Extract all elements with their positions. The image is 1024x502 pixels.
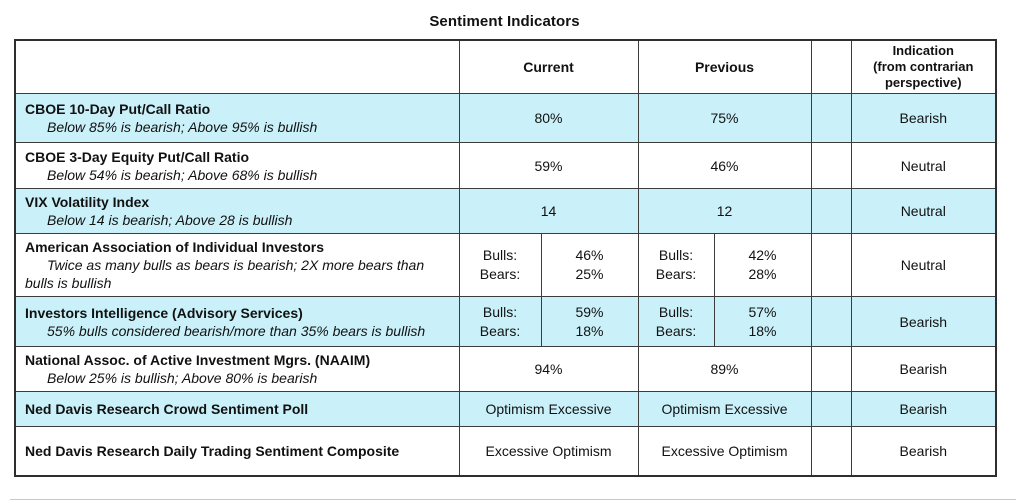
bears-label: Bears: bbox=[655, 266, 697, 282]
indicator-name-cell: Ned Davis Research Daily Trading Sentime… bbox=[14, 426, 460, 476]
previous-bulls-value: 57% bbox=[748, 303, 777, 320]
indicator-name-cell: CBOE 10-Day Put/Call Ratio Below 85% is … bbox=[14, 93, 460, 143]
indicator-name: National Assoc. of Active Investment Mgr… bbox=[25, 352, 371, 368]
indicator-name: American Association of Individual Inves… bbox=[25, 239, 324, 255]
indication-value: Bearish bbox=[850, 93, 997, 143]
previous-value: 46% bbox=[637, 142, 812, 189]
spacer-cell bbox=[810, 346, 852, 392]
current-bulls-value: 46% bbox=[575, 247, 604, 263]
header-indication-line3: perspective) bbox=[884, 75, 962, 90]
spacer-cell bbox=[810, 426, 852, 476]
previous-value: Optimism Excessive bbox=[637, 391, 812, 427]
indicator-name: Investors Intelligence (Advisory Service… bbox=[25, 304, 303, 321]
indicator-name-cell: Investors Intelligence (Advisory Service… bbox=[14, 296, 460, 347]
header-indication: Indication (from contrarian perspective) bbox=[850, 39, 997, 94]
previous-value: 89% bbox=[637, 346, 812, 392]
table-row-investors-intelligence: Investors Intelligence (Advisory Service… bbox=[14, 296, 997, 347]
previous-value: 12 bbox=[637, 188, 812, 234]
current-value: Optimism Excessive bbox=[458, 391, 639, 427]
current-value: 80% bbox=[458, 93, 639, 143]
current-value: 14 bbox=[458, 188, 639, 234]
previous-bulls-bears-labels: Bulls: Bears: bbox=[637, 233, 715, 297]
indicator-name-cell: National Assoc. of Active Investment Mgr… bbox=[14, 346, 460, 392]
table-row-ndr-crowd-sentiment: Ned Davis Research Crowd Sentiment Poll … bbox=[14, 391, 997, 427]
spacer-cell bbox=[810, 296, 852, 347]
indicator-description: Below 54% is bearish; Above 68% is bulli… bbox=[47, 166, 318, 183]
bulls-label: Bulls: bbox=[658, 247, 694, 263]
spacer-cell bbox=[810, 391, 852, 427]
indicator-name-cell: Ned Davis Research Crowd Sentiment Poll bbox=[14, 391, 460, 427]
bulls-label: Bulls: bbox=[482, 303, 518, 320]
spacer-cell bbox=[810, 188, 852, 234]
header-blank-cell bbox=[14, 39, 460, 94]
table-row-cboe-10day: CBOE 10-Day Put/Call Ratio Below 85% is … bbox=[14, 93, 997, 143]
current-bulls-bears-values: 59% 18% bbox=[540, 296, 639, 347]
previous-value: 75% bbox=[637, 93, 812, 143]
indication-value: Bearish bbox=[850, 426, 997, 476]
sentiment-indicators-table: Current Previous Indication (from contra… bbox=[14, 39, 998, 477]
indication-value: Bearish bbox=[850, 346, 997, 392]
indicator-name: VIX Volatility Index bbox=[25, 194, 150, 210]
indication-value: Bearish bbox=[850, 296, 997, 347]
table-row-cboe-3day: CBOE 3-Day Equity Put/Call Ratio Below 5… bbox=[14, 142, 997, 189]
header-previous: Previous bbox=[637, 39, 812, 94]
indicator-description: Below 85% is bearish; Above 95% is bulli… bbox=[47, 119, 318, 135]
current-value: 59% bbox=[458, 142, 639, 189]
indicator-name-cell: VIX Volatility Index Below 14 is bearish… bbox=[14, 188, 460, 234]
indicator-name-cell: CBOE 3-Day Equity Put/Call Ratio Below 5… bbox=[14, 142, 460, 189]
bulls-label: Bulls: bbox=[482, 247, 518, 263]
indicator-description: 55% bulls considered bearish/more than 3… bbox=[47, 322, 426, 339]
header-indication-line1: Indication bbox=[892, 43, 954, 58]
bears-label: Bears: bbox=[479, 322, 521, 339]
header-spacer-cell bbox=[810, 39, 852, 94]
indicator-name: CBOE 3-Day Equity Put/Call Ratio bbox=[25, 148, 250, 165]
table-row-naaim: National Assoc. of Active Investment Mgr… bbox=[14, 346, 997, 392]
bears-label: Bears: bbox=[479, 266, 521, 282]
table-row-vix: VIX Volatility Index Below 14 is bearish… bbox=[14, 188, 997, 234]
previous-bears-value: 18% bbox=[748, 322, 777, 339]
indicator-name: Ned Davis Research Daily Trading Sentime… bbox=[25, 442, 400, 459]
previous-bulls-bears-labels: Bulls: Bears: bbox=[637, 296, 715, 347]
indicator-description: Below 14 is bearish; Above 28 is bullish bbox=[47, 212, 293, 228]
indication-value: Neutral bbox=[850, 233, 997, 297]
bottom-divider bbox=[10, 499, 1016, 500]
table-row-aaii: American Association of Individual Inves… bbox=[14, 233, 997, 297]
previous-value: Excessive Optimism bbox=[637, 426, 812, 476]
previous-bulls-value: 42% bbox=[748, 247, 777, 263]
table-row-ndr-daily-trading: Ned Davis Research Daily Trading Sentime… bbox=[14, 426, 997, 476]
current-bulls-bears-values: 46% 25% bbox=[540, 233, 639, 297]
bears-label: Bears: bbox=[655, 322, 697, 339]
indication-value: Neutral bbox=[850, 142, 997, 189]
current-value: 94% bbox=[458, 346, 639, 392]
current-bulls-value: 59% bbox=[575, 303, 604, 320]
current-bears-value: 25% bbox=[575, 266, 604, 282]
header-row: Current Previous Indication (from contra… bbox=[14, 39, 997, 94]
page-title: Sentiment Indicators bbox=[429, 13, 580, 30]
indicator-name-cell: American Association of Individual Inves… bbox=[14, 233, 460, 297]
previous-bulls-bears-values: 42% 28% bbox=[713, 233, 812, 297]
current-bulls-bears-labels: Bulls: Bears: bbox=[458, 233, 542, 297]
spacer-cell bbox=[810, 233, 852, 297]
indicator-description: Below 25% is bullish; Above 80% is beari… bbox=[47, 370, 318, 386]
current-value: Excessive Optimism bbox=[458, 426, 639, 476]
indicator-description: Twice as many bulls as bears is bearish;… bbox=[25, 257, 425, 291]
spacer-cell bbox=[810, 93, 852, 143]
current-bears-value: 18% bbox=[575, 322, 604, 339]
indication-value: Neutral bbox=[850, 188, 997, 234]
previous-bears-value: 28% bbox=[748, 266, 777, 282]
indication-value: Bearish bbox=[850, 391, 997, 427]
spacer-cell bbox=[810, 142, 852, 189]
indicator-name: CBOE 10-Day Put/Call Ratio bbox=[25, 101, 211, 117]
header-indication-line2: (from contrarian bbox=[873, 59, 974, 74]
current-bulls-bears-labels: Bulls: Bears: bbox=[458, 296, 542, 347]
header-current: Current bbox=[458, 39, 639, 94]
previous-bulls-bears-values: 57% 18% bbox=[713, 296, 812, 347]
bulls-label: Bulls: bbox=[658, 303, 694, 320]
indicator-name: Ned Davis Research Crowd Sentiment Poll bbox=[25, 401, 309, 417]
